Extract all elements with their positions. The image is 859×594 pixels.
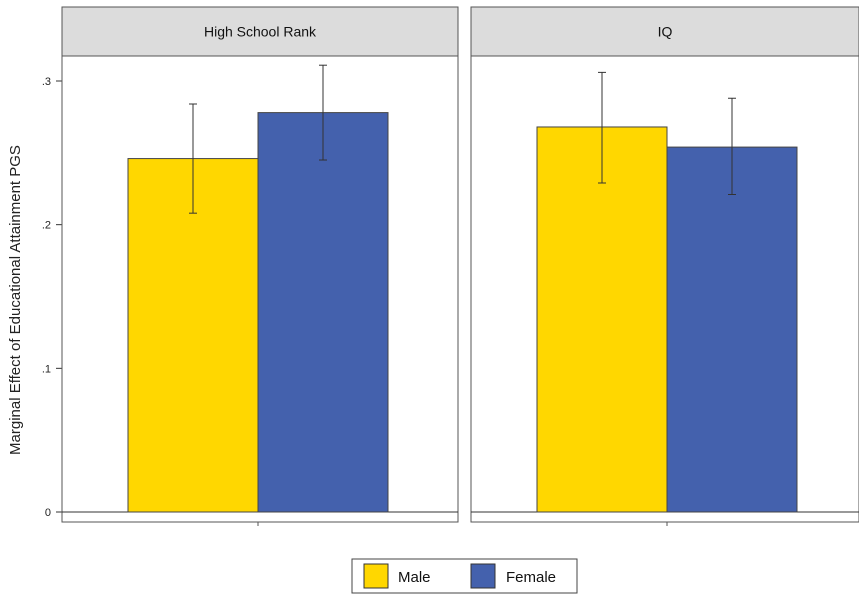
y-tick-label-1: .1 — [42, 363, 51, 375]
legend-label-female: Female — [506, 569, 556, 586]
panel-title-1: IQ — [658, 24, 673, 40]
bar-1-female — [666, 146, 798, 513]
y-tick-label-3: .3 — [42, 76, 51, 88]
bar-0-male — [127, 158, 259, 513]
panel-strip-0 — [61, 6, 459, 57]
y-axis: 0 .1 .2 .3 — [42, 76, 62, 519]
bar-0-female — [257, 112, 389, 513]
panel-1: IQ — [470, 6, 859, 526]
legend-box — [351, 558, 578, 594]
legend-key-male — [363, 563, 389, 589]
y-axis-label: Marginal Effect of Educational Attainmen… — [7, 145, 24, 455]
y-tick-label-0: 0 — [45, 507, 51, 519]
bar-1-male — [536, 126, 668, 513]
panel-title-0: High School Rank — [204, 24, 317, 40]
legend-label-male: Male — [398, 569, 431, 586]
panels: High School Rank IQ — [61, 6, 859, 526]
legend-key-female — [470, 563, 496, 589]
legend: Male Female — [351, 558, 578, 594]
y-tick-label-2: .2 — [42, 220, 51, 232]
panel-0: High School Rank — [61, 6, 459, 526]
